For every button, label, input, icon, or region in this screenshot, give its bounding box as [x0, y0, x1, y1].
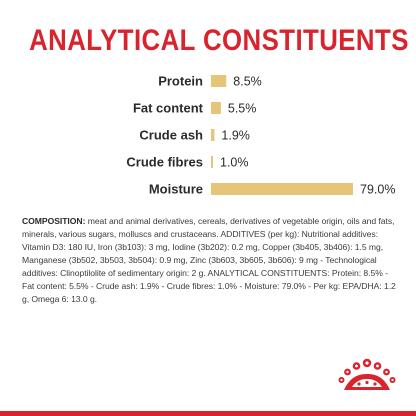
composition-body: meat and animal derivatives, cereals, de…	[22, 216, 396, 304]
footer-rule	[0, 411, 416, 416]
value-label: 1.0%	[220, 156, 249, 170]
bar	[211, 129, 215, 141]
category-label: Crude fibres	[126, 155, 203, 170]
bar	[211, 102, 221, 114]
royal-crown-icon	[338, 358, 396, 390]
constituents-bar-chart: Protein 8.5% Fat content 5.5% Crude ash 1.9% C…	[126, 74, 395, 197]
value-label: 1.9%	[221, 129, 250, 143]
bar	[211, 156, 213, 168]
value-label: 8.5%	[233, 75, 262, 89]
value-label: 5.5%	[228, 102, 257, 116]
composition-heading: COMPOSITION:	[22, 216, 86, 226]
page-title: ANALYTICAL CONSTITUENTS	[29, 24, 409, 57]
category-label: Crude ash	[139, 128, 203, 143]
category-label: Protein	[158, 74, 203, 89]
composition-text-block: COMPOSITION: meat and animal derivatives…	[22, 215, 398, 306]
bar	[211, 75, 227, 87]
category-label: Moisture	[149, 182, 203, 197]
bar	[211, 183, 353, 195]
value-label: 79.0%	[360, 183, 395, 197]
category-label: Fat content	[133, 101, 204, 116]
